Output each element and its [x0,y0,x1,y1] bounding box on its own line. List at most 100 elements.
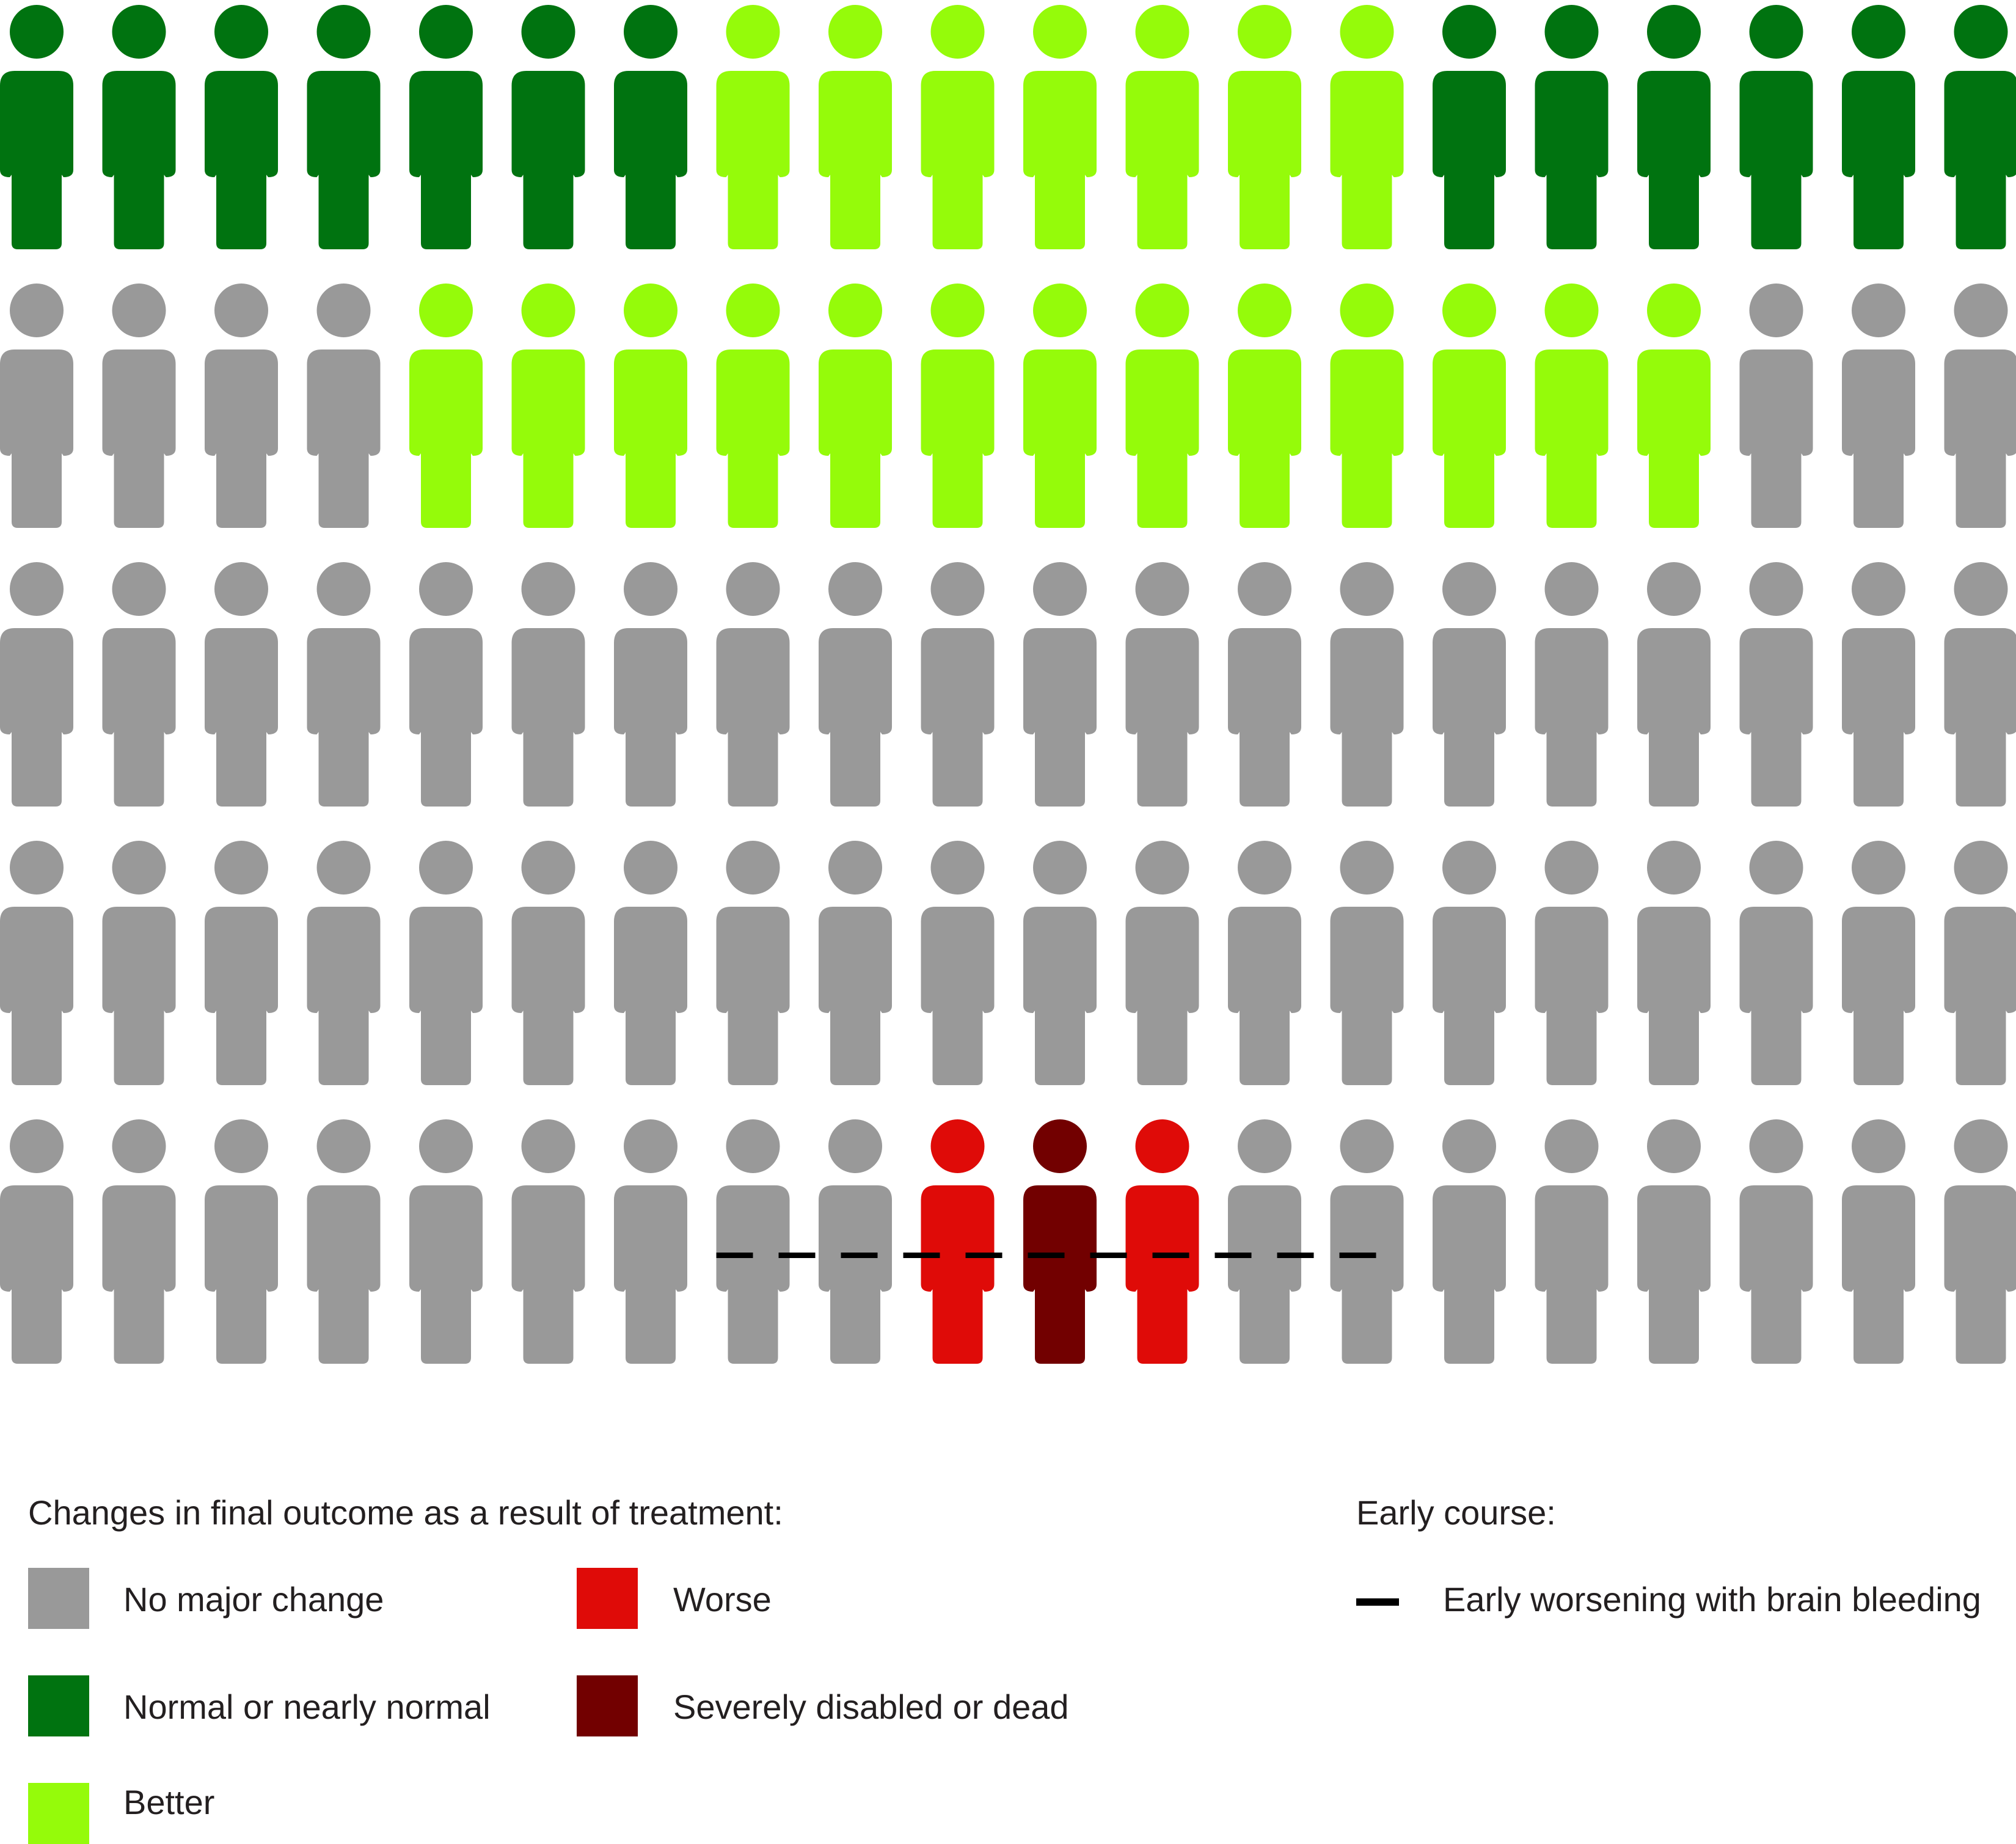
person-head [1545,1119,1599,1173]
person-body [921,907,995,1085]
person-head [1136,5,1189,59]
person-no-major-change [921,841,995,1085]
person-body [1842,349,1915,528]
person-body [205,71,278,249]
person-head [726,5,780,59]
person-body [409,349,483,528]
person-no-major-change [512,1119,585,1364]
better-label: Better [123,1785,214,1820]
person-better [1228,5,1301,249]
person-body [409,907,483,1085]
person-better [1331,284,1404,528]
person-body [0,349,73,528]
early-worsening-dash [779,1253,816,1258]
person-body [205,628,278,807]
person-no-major-change [1740,562,1813,807]
person-no-major-change [512,562,585,807]
person-head [522,841,575,895]
normal-or-nearly-normal-label: Normal or nearly normal [123,1690,491,1724]
person-no-major-change [103,841,176,1085]
person-head [1647,5,1701,59]
person-body [717,907,790,1085]
person-head [1545,562,1599,616]
person-head [419,841,473,895]
person-body [1945,907,2016,1085]
person-no-major-change [1228,562,1301,807]
person-head [1954,841,2008,895]
person-head [1545,841,1599,895]
no-major-change-swatch [28,1568,89,1629]
person-normal-or-nearly-normal [1433,5,1506,249]
person-no-major-change [1740,841,1813,1085]
person-head [1340,1119,1394,1173]
person-severely-disabled-or-dead [1023,1119,1097,1364]
person-head [1033,1119,1087,1173]
person-no-major-change [1945,841,2016,1085]
person-no-major-change [1637,562,1711,807]
person-body [1637,349,1711,528]
person-body [614,71,687,249]
person-body [205,1185,278,1364]
person-head [419,284,473,337]
person-no-major-change [512,841,585,1085]
person-body [1535,1185,1609,1364]
person-body [1023,1185,1097,1364]
early-worsening-label: Early worsening with brain bleeding [1443,1582,1981,1617]
person-head [1340,841,1394,895]
person-head [828,1119,882,1173]
person-no-major-change [717,1119,790,1364]
person-no-major-change [921,562,995,807]
person-body [1126,628,1199,807]
person-head [726,284,780,337]
person-normal-or-nearly-normal [614,5,687,249]
person-head [931,1119,985,1173]
person-body [512,1185,585,1364]
person-no-major-change [0,841,73,1085]
person-body [1433,1185,1506,1364]
person-head [1954,284,2008,337]
person-normal-or-nearly-normal [1945,5,2016,249]
person-head [1340,562,1394,616]
person-body [1228,628,1301,807]
person-head [1033,284,1087,337]
person-head [624,562,677,616]
person-head [1852,284,1905,337]
person-no-major-change [0,1119,73,1364]
person-head [10,5,64,59]
early-worsening-dash [1215,1253,1252,1258]
person-head [1954,5,2008,59]
person-normal-or-nearly-normal [103,5,176,249]
person-no-major-change [1023,841,1097,1085]
person-head [214,841,268,895]
person-body [0,628,73,807]
person-body [103,907,176,1085]
person-body [1023,628,1097,807]
person-body [1433,349,1506,528]
person-better [1535,284,1609,528]
person-no-major-change [205,841,278,1085]
person-no-major-change [409,562,483,807]
person-better [1228,284,1301,528]
person-head [1647,562,1701,616]
person-body [1740,1185,1813,1364]
person-head [419,562,473,616]
early-worsening-dash [1090,1253,1127,1258]
person-head [828,284,882,337]
person-body [1228,349,1301,528]
person-body [1740,907,1813,1085]
worse-label: Worse [673,1582,772,1617]
person-head [317,1119,371,1173]
person-head [1954,562,2008,616]
person-normal-or-nearly-normal [0,5,73,249]
person-head [1852,841,1905,895]
person-body [307,628,381,807]
person-body [819,1185,892,1364]
person-body [1126,1185,1199,1364]
person-no-major-change [1331,841,1404,1085]
no-major-change-label: No major change [123,1582,384,1617]
person-body [409,1185,483,1364]
person-head [419,5,473,59]
person-head [1647,841,1701,895]
early-worsening-dash [1153,1253,1189,1258]
person-no-major-change [0,284,73,528]
